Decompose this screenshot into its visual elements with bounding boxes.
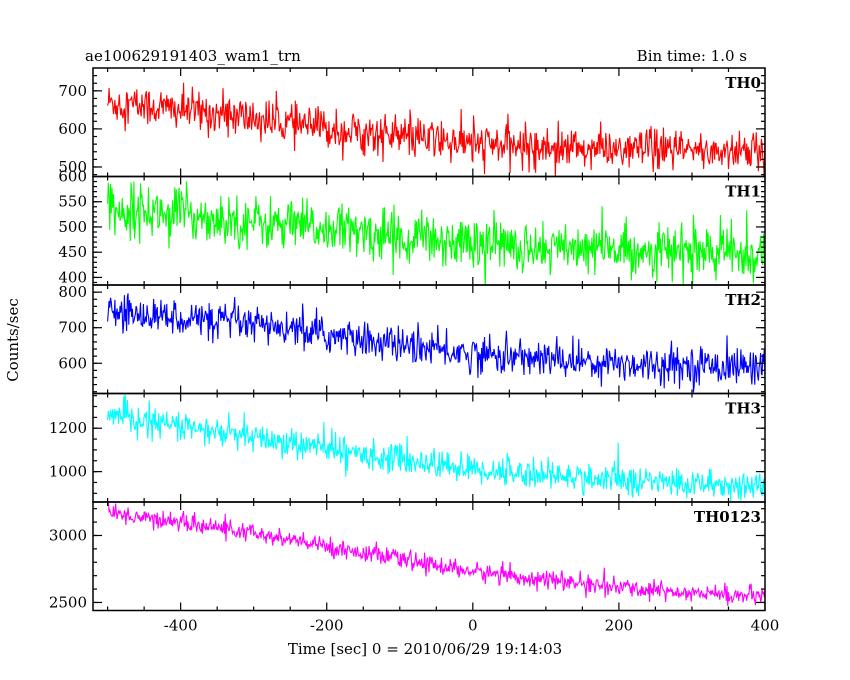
series-th3 <box>107 393 765 502</box>
panel-label: TH2 <box>725 291 761 309</box>
y-tick-label: 1200 <box>49 419 87 437</box>
series-th0 <box>107 82 765 177</box>
series-th0123 <box>107 502 765 606</box>
y-tick-label: 700 <box>58 82 87 100</box>
bin-time-label: Bin time: 1.0 s <box>637 47 747 65</box>
y-tick-label: 500 <box>58 218 87 236</box>
panel-th2: 600 700 800 TH2 <box>58 283 766 395</box>
y-tick-label: 3000 <box>49 526 87 544</box>
y-tick-label: 600 <box>58 354 87 372</box>
panel-label: TH1 <box>725 183 761 201</box>
x-tick-label: 0 <box>468 617 478 635</box>
y-tick-label: 700 <box>58 319 87 337</box>
panel-th1: 400 450 500 550 600 TH1 <box>58 168 766 286</box>
y-tick-label: 550 <box>58 193 87 211</box>
x-tick-label: 200 <box>605 617 634 635</box>
panel-th0: 500 600 700 TH0 <box>58 67 766 178</box>
y-tick-label: 450 <box>58 243 87 261</box>
panel-label: TH0 <box>725 74 761 92</box>
series-th2 <box>107 293 765 393</box>
figure-title: ae100629191403_wam1_trn <box>85 47 301 65</box>
panel-frame <box>92 501 766 612</box>
y-tick-label: 800 <box>58 283 87 301</box>
y-tick-label: 400 <box>58 268 87 286</box>
panel-th0123: 2500 3000 TH0123 <box>49 501 766 612</box>
x-axis-label: Time [sec] 0 = 2010/06/29 19:14:03 <box>288 640 562 658</box>
y-tick-label: 2500 <box>49 593 87 611</box>
panel-th3: 1000 1200 TH3 <box>49 392 766 503</box>
y-tick-label: 1000 <box>49 463 87 481</box>
x-axis: -400 -200 0 200 400 <box>164 617 780 635</box>
y-tick-label: 600 <box>58 168 87 186</box>
y-axis-label: Counts/sec <box>4 298 22 382</box>
y-tick-label: 600 <box>58 120 87 138</box>
x-tick-label: -400 <box>164 617 198 635</box>
series-th1 <box>107 181 765 285</box>
panel-label: TH0123 <box>694 508 761 526</box>
x-tick-label: 400 <box>751 617 780 635</box>
panel-label: TH3 <box>725 400 761 418</box>
x-tick-label: -200 <box>310 617 344 635</box>
y-tick-label: 500 <box>58 158 87 176</box>
